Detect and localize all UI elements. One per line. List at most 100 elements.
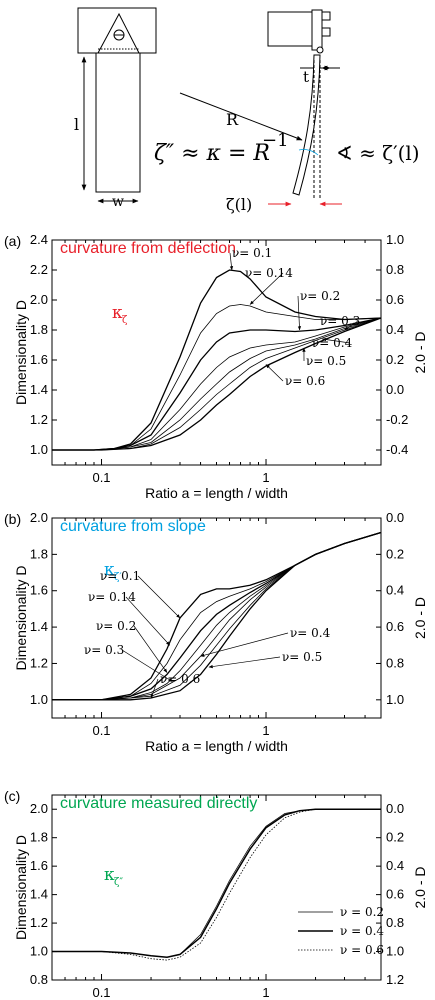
y-tick-label: 1.0 — [30, 692, 48, 707]
kappa-subscript: ζ′ — [114, 572, 122, 583]
y-axis-label: Dimensionality D — [13, 300, 29, 405]
y-tick-label-right: 1.0 — [386, 944, 404, 959]
y-tick-label-right: 1.2 — [386, 972, 404, 987]
y-axis-label: Dimensionality D — [13, 835, 29, 940]
series-line-3 — [52, 531, 382, 701]
y-tick-label: 1.2 — [30, 915, 48, 930]
width-label: w — [112, 194, 124, 210]
y-tick-label-right: 0.8 — [386, 915, 404, 930]
chart-panel-a: 0.1 1 1.0 -0.4 1.2 -0.2 1.4 0.0 1.6 0.2 1.8 0.4 2.0 0… — [4, 232, 428, 501]
bent-sheet — [292, 54, 321, 196]
x-tick-label: 0.1 — [92, 985, 110, 1000]
series-label: ν= 0.14 — [245, 266, 293, 280]
series-label-arrow — [121, 649, 173, 682]
series-label-arrow — [133, 625, 168, 673]
front-view: l w — [74, 7, 157, 210]
y-axis-label-right: 2.0 - D — [412, 866, 428, 908]
y-tick-label-right: 0.8 — [386, 262, 404, 277]
y-tick-label: 2.0 — [30, 801, 48, 816]
series-label: ν= 0.3 — [320, 314, 360, 328]
series-label: ν= 0.5 — [306, 354, 346, 368]
legend-label: ν = 0.4 — [340, 924, 384, 938]
series-label: ν= 0.3 — [84, 643, 124, 657]
y-tick-label: 1.6 — [30, 583, 48, 598]
y-tick-label: 2.2 — [30, 262, 48, 277]
y-tick-label: 2.4 — [30, 232, 48, 247]
series-label: ν= 0.2 — [96, 619, 136, 633]
series-line-3 — [52, 808, 381, 961]
y-tick-label: 1.8 — [30, 546, 48, 561]
y-tick-label: 1.8 — [30, 322, 48, 337]
y-tick-label-right: -0.2 — [386, 412, 408, 427]
y-axis-label-right: 2.0 - D — [412, 597, 428, 639]
plot-frame — [51, 239, 382, 466]
y-tick-label-right: 0.6 — [386, 619, 404, 634]
panel-title: curvature measured directly — [60, 795, 257, 812]
slope-angle-arc — [298, 149, 319, 156]
y-tick-label-right: 0.4 — [386, 583, 404, 598]
y-tick-label-right: 0.0 — [386, 801, 404, 816]
series-line-5 — [52, 317, 382, 451]
side-clamp-fixture-2 — [321, 27, 331, 37]
series-label: ν= 0.4 — [290, 626, 331, 640]
x-tick-label: 0.1 — [92, 723, 110, 738]
series-label-arrow — [150, 678, 159, 699]
front-sample-sheet — [95, 52, 141, 193]
panel-letter: (a) — [4, 233, 21, 249]
series-line-2 — [52, 808, 381, 958]
series-line-5 — [52, 532, 382, 701]
series-label: ν= 0.14 — [88, 590, 136, 604]
kappa-symbol: κ — [104, 560, 115, 580]
x-tick-label: 0.1 — [92, 470, 110, 485]
series-label-arrow — [200, 632, 289, 657]
side-view: t R ζ″ ≈ κ = R −1 ∢ ≈ ζ′(l) ζ(l) — [154, 9, 420, 214]
series-line-7 — [52, 531, 382, 701]
series-line-1 — [52, 269, 382, 451]
y-tick-label: 1.4 — [30, 887, 48, 902]
y-tick-label: 0.8 — [30, 972, 48, 987]
panel-letter: (c) — [4, 788, 20, 804]
series-line-1 — [52, 531, 382, 701]
slope-formula: ∢ ≈ ζ′(l) — [336, 141, 420, 165]
series-label: ν= 0.4 — [312, 336, 353, 350]
y-tick-label: 1.0 — [30, 944, 48, 959]
series-label: ν= 0.1 — [232, 246, 272, 260]
series-label: ν= 0.1 — [100, 569, 140, 583]
side-clamp-block — [267, 11, 313, 47]
y-tick-label-right: 0.4 — [386, 322, 404, 337]
y-tick-label-right: -0.4 — [386, 442, 408, 457]
radius-line — [179, 92, 303, 141]
series-label-arrow — [229, 252, 234, 271]
series-label-arrow — [137, 575, 181, 619]
y-tick-label-right: 0.2 — [386, 830, 404, 845]
curvature-formula-exponent: −1 — [262, 130, 289, 151]
series-line-7 — [52, 317, 382, 451]
curvature-formula: ζ″ ≈ κ = R — [154, 141, 270, 166]
series-line-1 — [52, 808, 381, 958]
series-line-3 — [52, 317, 382, 451]
panel-title: curvature from deflection — [60, 240, 236, 257]
y-tick-label: 1.2 — [30, 655, 48, 670]
series-label: ν= 0.6 — [160, 672, 200, 686]
x-tick-label: 1 — [262, 985, 269, 1000]
series-label-arrow — [265, 364, 284, 382]
panel-title: curvature from slope — [60, 518, 206, 535]
series-label: ν= 0.2 — [300, 289, 340, 303]
series-label-arrow — [208, 656, 281, 669]
chart-panel-b: 0.1 1 1.0 1.0 1.2 0.8 1.4 0.6 1.6 0.4 1.8 0.2 2.0 0.0… — [4, 510, 428, 754]
y-tick-label-right: 0.2 — [386, 546, 404, 561]
legend-label: ν = 0.2 — [340, 905, 384, 919]
y-tick-label-right: 0.4 — [386, 858, 404, 873]
kappa-symbol: κ — [112, 303, 123, 323]
thickness-label: t — [303, 68, 309, 86]
side-clamp-pin — [316, 46, 324, 54]
y-tick-label: 1.2 — [30, 412, 48, 427]
kappa-subscript: ζ″ — [114, 877, 123, 888]
y-tick-label: 1.6 — [30, 858, 48, 873]
series-label-arrow — [249, 272, 284, 305]
y-tick-label-right: 0.0 — [386, 510, 404, 525]
y-tick-label: 2.0 — [30, 292, 48, 307]
series-label-arrow — [321, 337, 351, 344]
series-label-arrow — [125, 596, 171, 646]
